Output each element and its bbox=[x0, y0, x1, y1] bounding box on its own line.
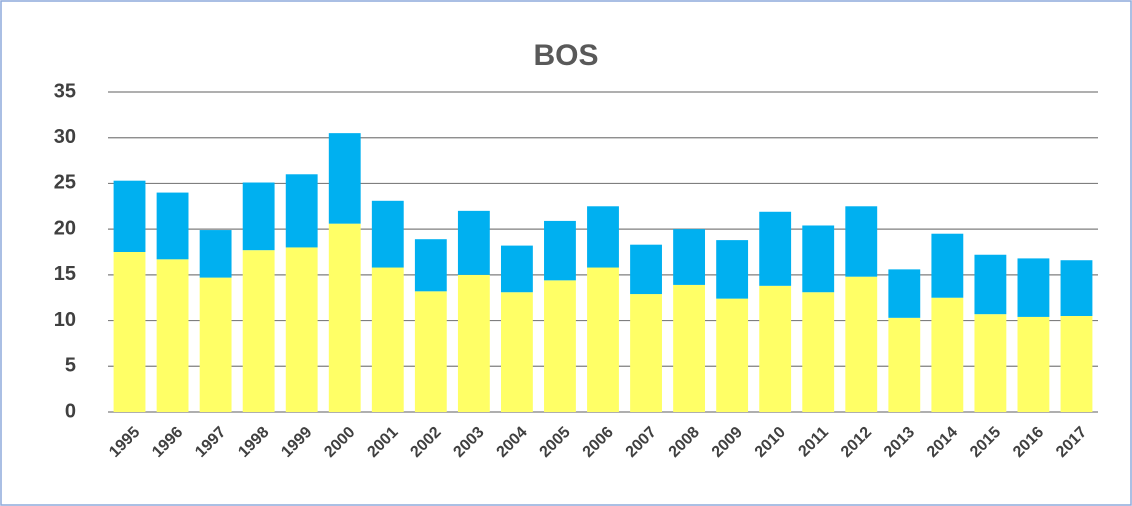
bar-segment bbox=[1060, 260, 1093, 316]
bar-segment bbox=[242, 250, 275, 412]
bar-segment bbox=[845, 206, 878, 277]
bar-segment bbox=[414, 239, 447, 292]
bar-segment bbox=[673, 284, 706, 412]
bar-segment bbox=[888, 269, 921, 318]
bar-segment bbox=[113, 252, 146, 412]
bar-segment bbox=[974, 314, 1007, 412]
bar-segment bbox=[1060, 316, 1093, 412]
bar-segment bbox=[888, 317, 921, 412]
bar-segment bbox=[156, 192, 189, 260]
bar-segment bbox=[457, 210, 490, 275]
bar-segment bbox=[242, 182, 275, 251]
bar-segment bbox=[285, 174, 318, 248]
bar-segment bbox=[500, 245, 533, 293]
bar-segment bbox=[716, 298, 749, 412]
bar-segment bbox=[414, 291, 447, 412]
bar-segment bbox=[931, 233, 964, 298]
y-tick-label: 30 bbox=[54, 126, 76, 148]
bar-segment bbox=[328, 133, 361, 224]
bar-segment bbox=[328, 223, 361, 412]
bar-segment bbox=[156, 259, 189, 412]
bar-segment bbox=[802, 292, 835, 412]
bar-segment bbox=[199, 230, 232, 278]
bar-segment bbox=[544, 220, 576, 281]
bar-segment bbox=[931, 297, 964, 412]
bar-segment bbox=[544, 280, 576, 412]
bar-segment bbox=[285, 247, 318, 412]
bar-segment bbox=[802, 225, 835, 293]
bar-segment bbox=[199, 277, 232, 412]
bar-segment bbox=[630, 244, 662, 295]
y-tick-label: 25 bbox=[54, 172, 76, 194]
bar-segment bbox=[587, 267, 619, 412]
bar-segment bbox=[845, 276, 878, 412]
y-tick-label: 10 bbox=[54, 309, 76, 331]
bar-segment bbox=[759, 285, 792, 412]
bar-segment bbox=[630, 294, 662, 412]
bar-segment bbox=[716, 240, 749, 299]
bar-segment bbox=[371, 200, 404, 268]
y-tick-label: 15 bbox=[54, 263, 76, 285]
bar-segment bbox=[759, 211, 792, 286]
y-tick-label: 20 bbox=[54, 217, 76, 239]
bar-segment bbox=[1017, 258, 1050, 317]
chart-title: BOS bbox=[533, 39, 598, 72]
bar-segment bbox=[974, 254, 1007, 315]
bar-segment bbox=[673, 229, 706, 285]
y-tick-label: 0 bbox=[65, 400, 76, 422]
bar-segment bbox=[371, 267, 404, 412]
bar-segment bbox=[457, 274, 490, 412]
bar-segment bbox=[1017, 316, 1050, 412]
bar-segment bbox=[500, 292, 533, 412]
bar-segment bbox=[113, 180, 146, 252]
bar-segment bbox=[587, 206, 619, 268]
y-tick-label: 5 bbox=[65, 355, 76, 377]
y-tick-label: 35 bbox=[54, 80, 76, 102]
